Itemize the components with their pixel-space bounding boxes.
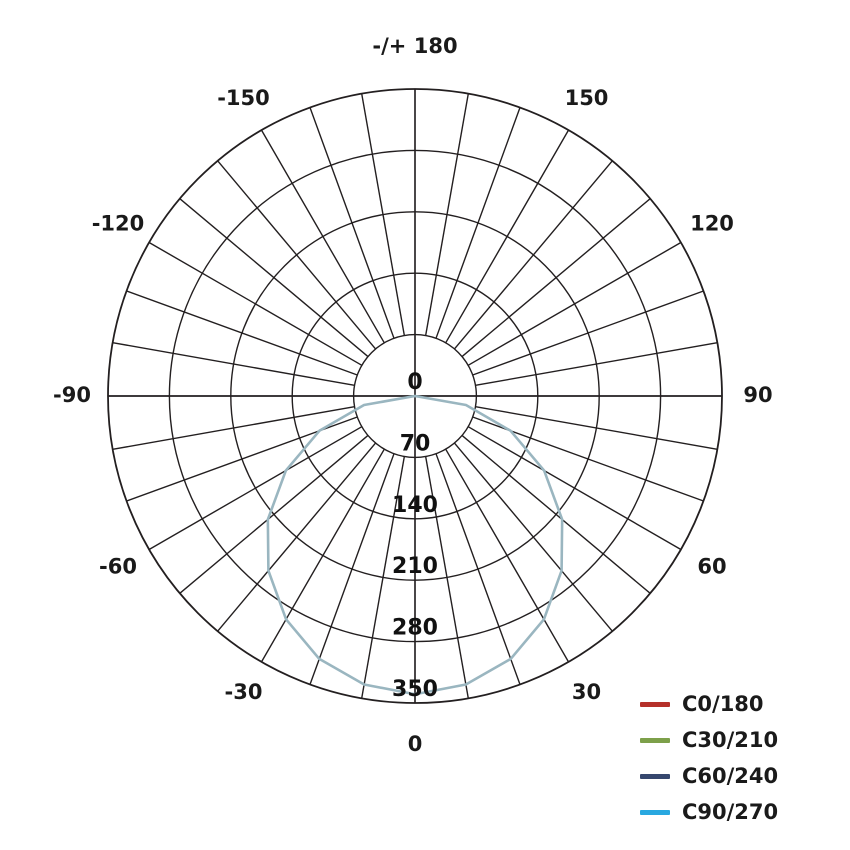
angle-label-120: 120 xyxy=(690,212,734,236)
grid-spoke-130 xyxy=(462,199,650,357)
grid-spoke-20 xyxy=(436,454,520,685)
legend-swatch-icon xyxy=(640,773,670,779)
radial-label-350: 350 xyxy=(392,677,438,702)
angle-label-neg90: -90 xyxy=(53,383,91,407)
grid-spoke-220 xyxy=(218,161,376,349)
radial-label-140: 140 xyxy=(392,493,438,518)
legend-label: C60/240 xyxy=(682,764,779,788)
angle-label-neg60: -60 xyxy=(99,555,137,579)
angle-tick-labels: 0 30 60 90 120 150 -/+ 180 -150 -120 -90 -60 -30 xyxy=(53,34,773,756)
radial-label-0: 0 xyxy=(407,370,422,395)
grid-spoke-340 xyxy=(310,454,394,685)
grid-spoke-250 xyxy=(127,291,358,375)
angle-label-0: 0 xyxy=(408,732,423,756)
grid-spoke-230 xyxy=(180,199,368,357)
legend-swatch-icon xyxy=(640,737,670,743)
grid-spoke-10 xyxy=(426,456,469,698)
legend-label: C30/210 xyxy=(682,728,779,752)
legend: C0/180 C30/210 C60/240 C90/270 xyxy=(640,686,840,830)
legend-item-C30-210[interactable]: C30/210 xyxy=(640,722,840,758)
grid-spoke-300 xyxy=(149,427,362,550)
legend-swatch-icon xyxy=(640,701,670,707)
grid-spoke-330 xyxy=(262,449,385,662)
angle-label-180: -/+ 180 xyxy=(372,34,457,58)
grid-spoke-140 xyxy=(454,161,612,349)
grid-spoke-280 xyxy=(113,407,355,450)
angle-label-60: 60 xyxy=(697,555,726,579)
grid-spoke-240 xyxy=(149,243,362,366)
angle-label-30: 30 xyxy=(572,680,601,704)
legend-item-C90-270[interactable]: C90/270 xyxy=(640,794,840,830)
angle-label-neg150: -150 xyxy=(217,86,270,110)
legend-item-C0-180[interactable]: C0/180 xyxy=(640,686,840,722)
grid-spoke-310 xyxy=(180,435,368,593)
radial-label-70: 70 xyxy=(400,431,431,456)
grid-spoke-190 xyxy=(362,94,405,336)
grid-spoke-160 xyxy=(436,108,520,339)
grid-spoke-210 xyxy=(262,130,385,343)
legend-swatch-icon xyxy=(640,809,670,815)
grid-spoke-150 xyxy=(446,130,569,343)
grid-spoke-260 xyxy=(113,343,355,386)
angle-label-neg30: -30 xyxy=(225,680,263,704)
grid-spoke-320 xyxy=(218,443,376,631)
radial-label-280: 280 xyxy=(392,616,438,641)
grid-spoke-100 xyxy=(475,343,717,386)
angle-label-90: 90 xyxy=(743,383,772,407)
legend-label: C0/180 xyxy=(682,692,764,716)
grid-spoke-80 xyxy=(475,407,717,450)
grid-spoke-170 xyxy=(426,94,469,336)
grid-spoke-350 xyxy=(362,456,405,698)
radial-tick-labels: 0 70 140 210 280 350 xyxy=(392,370,438,702)
grid-spoke-60 xyxy=(468,427,681,550)
legend-label: C90/270 xyxy=(682,800,779,824)
grid-spoke-40 xyxy=(454,443,612,631)
distribution-curve-C90-270 xyxy=(266,394,564,696)
angle-label-150: 150 xyxy=(565,86,609,110)
grid-spoke-30 xyxy=(446,449,569,662)
radial-label-210: 210 xyxy=(392,554,438,579)
legend-item-C60-240[interactable]: C60/240 xyxy=(640,758,840,794)
grid-spoke-200 xyxy=(310,108,394,339)
grid-spoke-110 xyxy=(473,291,704,375)
grid-spoke-50 xyxy=(462,435,650,593)
angle-label-neg120: -120 xyxy=(92,212,145,236)
grid-spoke-120 xyxy=(468,243,681,366)
distribution-curves xyxy=(266,394,564,696)
